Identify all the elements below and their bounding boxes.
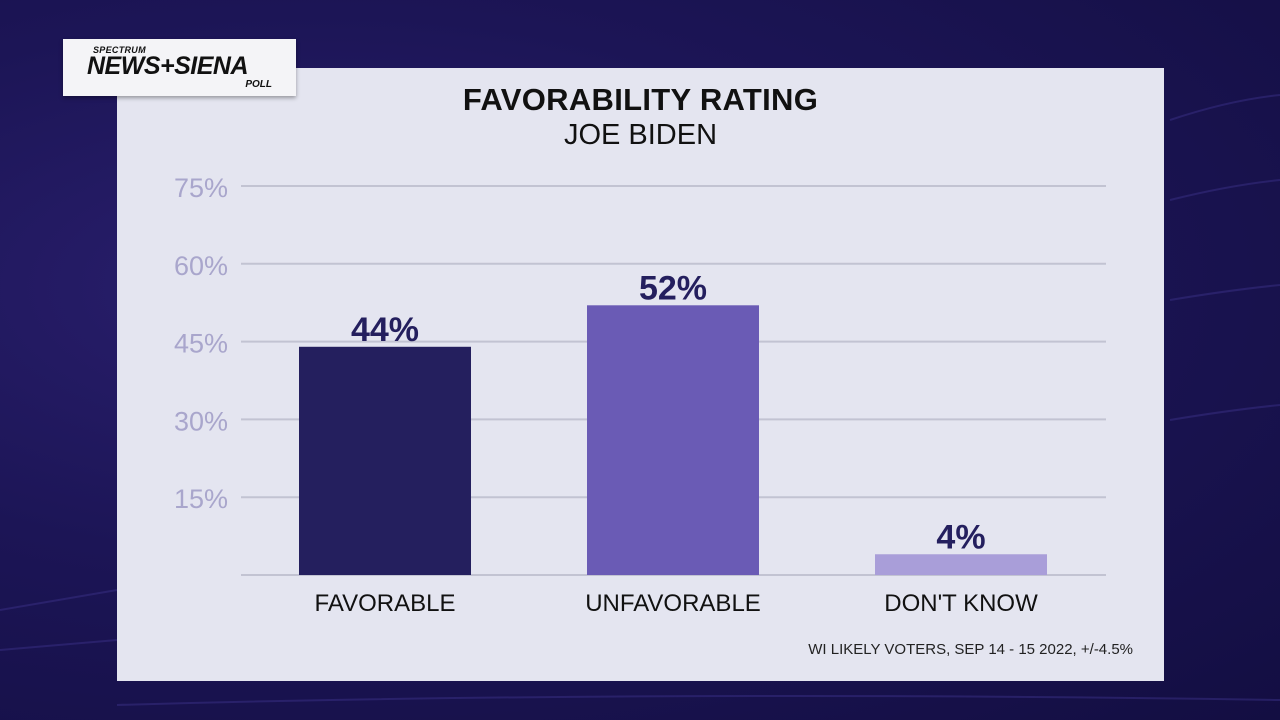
bar bbox=[299, 346, 471, 575]
logo-main-text: NEWS+SIENA bbox=[87, 52, 249, 80]
x-category-label: FAVORABLE bbox=[315, 590, 456, 617]
x-category-label: DON'T KNOW bbox=[884, 590, 1038, 617]
x-category-label: UNFAVORABLE bbox=[585, 590, 761, 617]
chart-subtitle: JOE BIDEN bbox=[563, 119, 718, 151]
footnote: WI LIKELY VOTERS, SEP 14 - 15 2022, +/-4… bbox=[808, 641, 1133, 658]
y-tick-label: 30% bbox=[174, 406, 228, 436]
logo-top-text: SPECTRUM bbox=[93, 45, 146, 55]
bar bbox=[587, 305, 759, 575]
bar-chart: 15% 30% 45% 60% 75% 44% FAVORABLE 52% UNFAVORABL… bbox=[174, 173, 1106, 617]
chart-card: FAVORABILITY RATING JOE BIDEN 15% 30% 45% 6… bbox=[117, 68, 1164, 681]
data-label: 44% bbox=[351, 311, 419, 349]
bar bbox=[875, 554, 1047, 575]
news-siena-logo: SPECTRUM NEWS+SIENA POLL bbox=[63, 39, 296, 96]
chart-title: FAVORABILITY RATING bbox=[462, 82, 819, 117]
logo-sub-text: POLL bbox=[245, 79, 272, 90]
data-label: 52% bbox=[639, 269, 707, 307]
data-label: 4% bbox=[936, 518, 985, 556]
y-tick-label: 45% bbox=[174, 329, 228, 359]
y-tick-label: 75% bbox=[174, 173, 228, 203]
y-tick-label: 15% bbox=[174, 484, 228, 514]
y-tick-label: 60% bbox=[174, 251, 228, 281]
